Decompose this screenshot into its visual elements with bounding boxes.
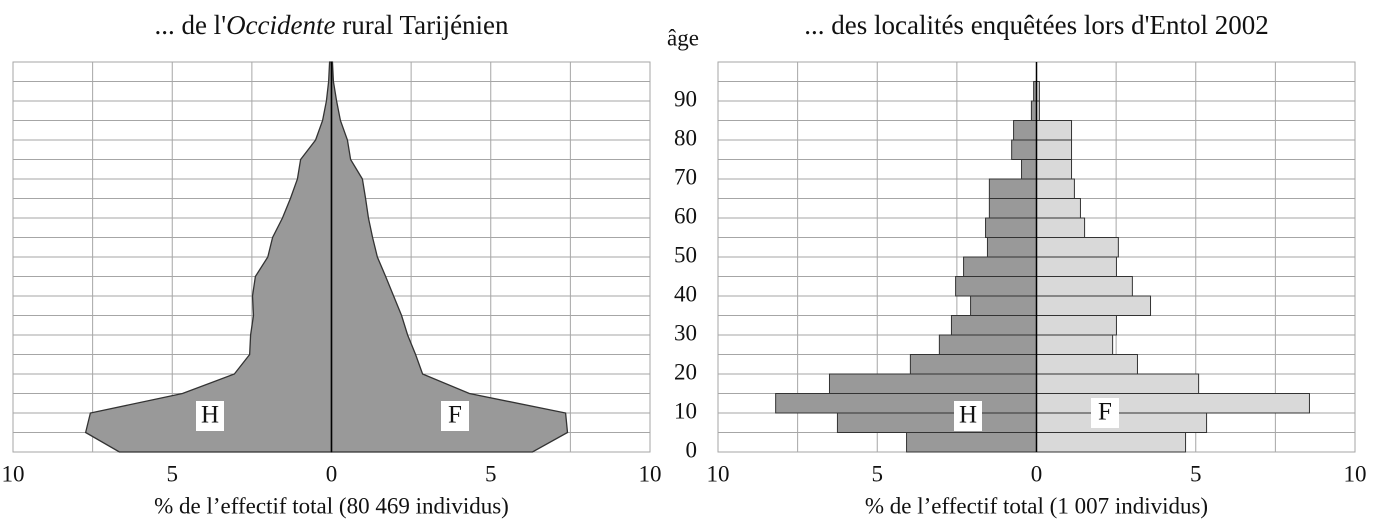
y-tick-label: 50 <box>674 242 697 267</box>
bar <box>828 373 1037 394</box>
series-label: F <box>448 402 462 429</box>
label-box <box>954 401 982 431</box>
x-tick-label: 10 <box>707 461 730 486</box>
bar <box>1036 354 1138 375</box>
area <box>84 61 333 453</box>
y-tick-label: 60 <box>674 203 697 228</box>
chart-title: ... de l'Occidente rural Tarijénien <box>154 10 509 40</box>
bar <box>1036 334 1114 355</box>
bar <box>1011 139 1037 160</box>
title-part: ... des localités enquêtées lors d'Entol… <box>804 10 1269 40</box>
x-axis-label: % de l’effectif total (1 007 individus) <box>865 493 1208 518</box>
bar <box>1036 256 1117 277</box>
bar <box>1021 159 1038 180</box>
bar <box>1036 198 1081 219</box>
x-tick-label: 5 <box>167 461 179 486</box>
bar <box>1036 139 1073 160</box>
bar <box>1036 295 1152 316</box>
chart-title: ... des localités enquêtées lors d'Entol… <box>804 10 1269 40</box>
y-tick-label: 0 <box>686 437 698 462</box>
bar <box>988 178 1037 199</box>
y-tick-label: 10 <box>674 398 697 423</box>
y-tick-label: 30 <box>674 320 697 345</box>
title-part: rural Tarijénien <box>336 10 510 40</box>
label-box <box>196 401 224 431</box>
y-tick-label: 20 <box>674 359 697 384</box>
bar <box>1036 237 1119 258</box>
bar <box>1036 178 1075 199</box>
bar <box>1036 217 1086 238</box>
area <box>330 61 569 453</box>
series-label: H <box>201 402 219 429</box>
bar <box>836 412 1037 433</box>
bar <box>938 334 1037 355</box>
x-tick-label: 0 <box>1031 461 1043 486</box>
bar <box>1036 393 1310 414</box>
y-axis-label: âge <box>667 25 699 50</box>
bar <box>1036 159 1073 180</box>
label-box <box>441 401 469 431</box>
bar <box>970 295 1037 316</box>
bar <box>775 393 1037 414</box>
bar <box>906 432 1037 453</box>
series-label: H <box>959 402 977 429</box>
bar <box>1036 120 1073 141</box>
bar <box>1036 373 1200 394</box>
bar <box>1036 412 1208 433</box>
bar <box>963 256 1037 277</box>
bar <box>1030 100 1038 121</box>
x-tick-label: 10 <box>2 461 25 486</box>
bar <box>955 276 1038 297</box>
x-tick-label: 10 <box>639 461 662 486</box>
bar <box>986 237 1037 258</box>
y-tick-label: 70 <box>674 164 697 189</box>
y-tick-label: 40 <box>674 281 697 306</box>
panel: ... de l'Occidente rural Tarijénien 10 5 0 5… <box>2 10 662 518</box>
bar <box>1036 276 1133 297</box>
bar <box>1036 315 1117 336</box>
y-tick-label: 80 <box>674 125 697 150</box>
label-box <box>1091 398 1119 428</box>
y-tick-label: 90 <box>674 86 697 111</box>
bar <box>988 198 1037 219</box>
x-tick-label: 5 <box>1190 461 1202 486</box>
bar <box>985 217 1037 238</box>
x-tick-label: 10 <box>1344 461 1367 486</box>
x-tick-label: 0 <box>326 461 338 486</box>
bar <box>1013 120 1037 141</box>
bar <box>950 315 1038 336</box>
title-part: ... de l' <box>154 10 226 40</box>
x-axis-label: % de l’effectif total (80 469 individus) <box>154 493 509 518</box>
bar <box>1036 432 1187 453</box>
panel: ... des localités enquêtées lors d'Entol… <box>667 10 1366 518</box>
title-part: Occidente <box>226 10 335 40</box>
bar <box>909 354 1038 375</box>
x-tick-label: 5 <box>485 461 497 486</box>
series-label: F <box>1098 399 1112 426</box>
x-tick-label: 5 <box>872 461 884 486</box>
